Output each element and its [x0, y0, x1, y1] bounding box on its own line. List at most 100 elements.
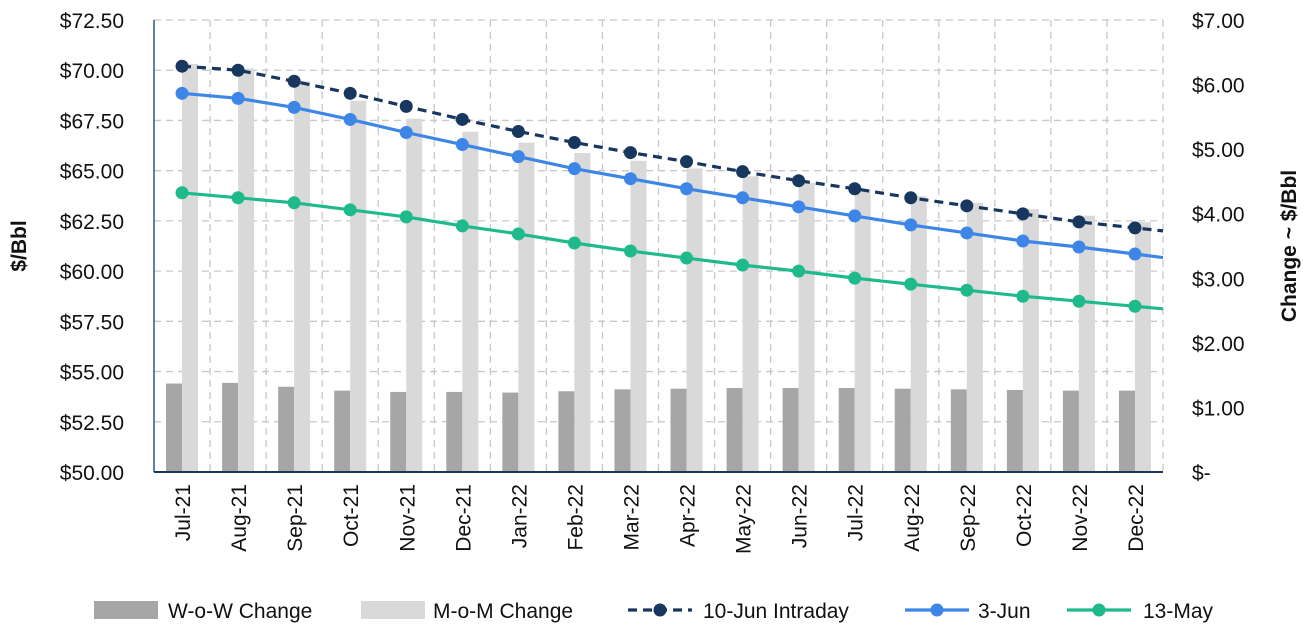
data-point	[343, 86, 357, 100]
x-axis-ticks: Jul-21 Aug-21 Sep-21 Oct-21 Nov-21 Dec-21 Jan-…	[172, 484, 1148, 554]
data-point	[1072, 240, 1086, 254]
bar-wow	[222, 382, 239, 472]
x-tick-label: Sep-22	[957, 484, 980, 552]
bar-wow	[334, 390, 351, 472]
bar-mom	[966, 202, 983, 473]
legend-label: 3-Jun	[978, 600, 1031, 623]
y-tick-label-left: $70.00	[60, 60, 124, 83]
data-point	[736, 258, 750, 272]
x-tick-label: Dec-22	[1125, 484, 1148, 552]
data-point	[1016, 289, 1030, 303]
bar-wow	[894, 388, 911, 472]
legend-marker	[930, 603, 944, 617]
y-axis-left-title: $/Bbl	[8, 220, 31, 271]
data-point	[399, 99, 413, 113]
y-tick-label-right: $-	[1192, 462, 1211, 485]
data-point	[792, 200, 806, 214]
series-line-3	[175, 86, 1164, 261]
bar-mom	[1134, 222, 1151, 472]
series-path	[181, 191, 1164, 311]
bar-mom	[574, 153, 591, 472]
x-tick-label: Sep-21	[284, 484, 307, 552]
data-point	[1016, 207, 1030, 221]
x-tick-label: Jun-22	[789, 484, 812, 548]
y-tick-label-left: $62.50	[60, 211, 124, 234]
data-point	[792, 174, 806, 188]
bar-mom	[1022, 209, 1039, 473]
bar-mom	[798, 182, 815, 472]
y-tick-label-right: $5.00	[1192, 139, 1245, 162]
legend-swatch	[94, 601, 158, 619]
bar-mom	[686, 168, 703, 472]
bar-wow	[670, 388, 687, 472]
y-axis-right-ticks: $- $1.00 $2.00 $3.00 $4.00 $5.00 $6.00 $7.00	[1192, 10, 1245, 485]
data-point	[904, 191, 918, 205]
data-point	[736, 191, 750, 205]
x-tick-label: Aug-22	[901, 484, 924, 552]
data-point	[511, 150, 525, 164]
bar-wow	[446, 391, 463, 472]
bar-mom	[910, 196, 927, 472]
data-point	[1016, 234, 1030, 248]
series-line-4	[175, 186, 1164, 313]
x-tick-label: Jan-22	[508, 484, 531, 548]
data-point	[343, 203, 357, 217]
bar-mom	[742, 176, 759, 472]
data-point	[623, 146, 637, 160]
y-tick-label-right: $2.00	[1192, 333, 1245, 356]
y-tick-label-right: $6.00	[1192, 75, 1245, 98]
legend-marker	[653, 603, 667, 617]
bar-mom	[630, 160, 647, 472]
bar-mom	[406, 118, 423, 473]
bar-mom	[350, 100, 367, 472]
x-tick-label: Jul-22	[845, 484, 868, 541]
data-point	[287, 100, 301, 114]
bar-mom	[238, 68, 255, 472]
bar-wow	[782, 388, 799, 472]
data-point	[1128, 221, 1142, 235]
legend-label: 10-Jun Intraday	[703, 600, 849, 623]
data-point	[175, 59, 189, 73]
data-point	[904, 218, 918, 232]
bar-wow	[1118, 390, 1135, 472]
y-tick-label-left: $55.00	[60, 362, 124, 385]
data-point	[287, 74, 301, 88]
bar-wow	[166, 383, 183, 472]
x-tick-label: Aug-21	[228, 484, 251, 552]
data-point	[455, 219, 469, 233]
bar-wow	[558, 391, 575, 472]
data-point	[848, 182, 862, 196]
data-point	[1072, 294, 1086, 308]
data-point	[175, 86, 189, 100]
legend: W-o-W Change M-o-M Change 10-Jun Intraday 3…	[94, 600, 1214, 623]
data-point	[567, 136, 581, 150]
data-point	[231, 191, 245, 205]
x-tick-label: Dec-21	[452, 484, 475, 552]
x-tick-label: May-22	[733, 484, 756, 554]
y-tick-label-left: $60.00	[60, 261, 124, 284]
y-tick-label-left: $65.00	[60, 161, 124, 184]
legend-label: W-o-W Change	[168, 600, 312, 623]
bar-wow	[614, 389, 631, 472]
data-point	[848, 271, 862, 285]
bar-wow	[838, 388, 855, 472]
data-point	[567, 162, 581, 176]
series-line-2	[175, 59, 1164, 235]
data-point	[960, 199, 974, 213]
x-tick-label: Nov-22	[1069, 484, 1092, 552]
bar-wow	[726, 388, 743, 472]
data-point	[511, 227, 525, 241]
data-point	[680, 251, 694, 265]
x-tick-label: Jul-21	[172, 484, 195, 541]
bar-wow	[1006, 389, 1023, 472]
data-point	[680, 155, 694, 169]
data-point	[960, 226, 974, 240]
data-point	[623, 172, 637, 186]
y-tick-label-left: $50.00	[60, 462, 124, 485]
data-point	[399, 210, 413, 224]
bar-mom	[294, 81, 311, 472]
data-point	[904, 277, 918, 291]
data-point	[455, 112, 469, 126]
legend-label: 13-May	[1143, 600, 1214, 623]
